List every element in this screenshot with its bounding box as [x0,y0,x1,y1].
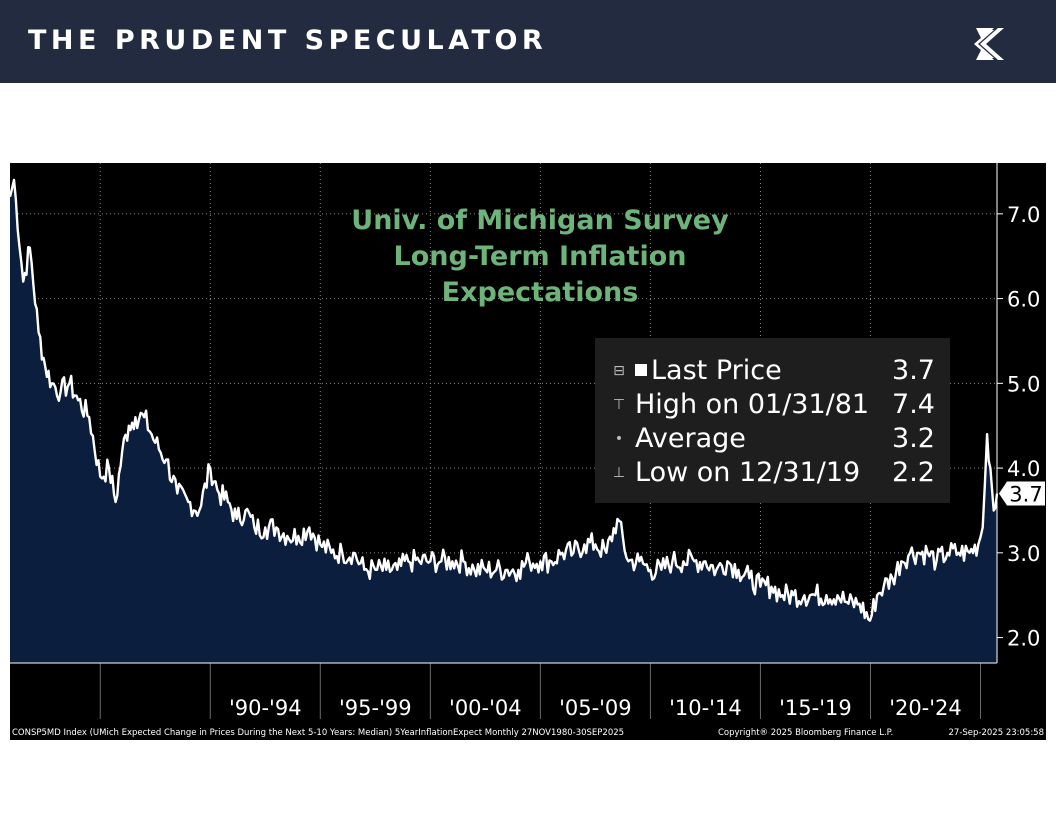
legend-item-last-price: Last Price 3.7 [635,354,935,388]
footer-index-info: CONSP5MD Index (UMich Expected Change in… [12,728,625,738]
last-value-label: 3.7 [1009,483,1042,507]
legend-value: 2.2 [892,457,935,488]
footer-copyright: Copyright® 2025 Bloomberg Finance L.P. [718,728,894,738]
kb-monogram-icon [974,28,1004,60]
legend-value: 7.4 [892,389,935,420]
legend-label: High on 01/31/81 [635,389,870,420]
legend-label: Average [635,423,746,454]
series-area [10,179,997,663]
legend-square-icon [635,364,647,376]
y-tick-label: 6.0 [1007,288,1040,312]
chart-footer: CONSP5MD Index (UMich Expected Change in… [10,726,1046,740]
x-tick-label: '90-'94 [229,696,302,720]
x-tick-label: '20-'24 [889,696,962,720]
legend-value: 3.2 [892,423,935,454]
legend-collapse-icon: ⊟ [613,363,625,379]
chart-title-line-1: Univ. of Michigan Survey [351,205,729,236]
chart-title-line-2: Long-Term Inflation [393,241,687,272]
chart-legend: ⊟ ⊤ • ⊥ Last Price 3.7 High on 01/31/81 … [595,338,950,503]
legend-label: Low on 12/31/19 [635,457,861,488]
x-tick-label: '00-'04 [449,696,522,720]
y-tick-label: 4.0 [1007,457,1040,481]
chart-axes: 7.0 6.0 5.0 4.0 3.0 2.0 '90-'94 '95-'99 '00-'04 '… [10,163,1045,720]
x-tick-label: '10-'14 [669,696,742,720]
chart-canvas: 7.0 6.0 5.0 4.0 3.0 2.0 '90-'94 '95-'99 '00-'04 '… [10,163,1045,720]
x-tick-label: '15-'19 [779,696,852,720]
y-tick-label: 3.0 [1007,542,1040,566]
chart-title-line-3: Expectations [441,277,639,308]
y-tick-label: 5.0 [1007,372,1040,396]
legend-label-text: Last Price [651,355,782,386]
series-line [10,178,999,622]
y-tick-label: 2.0 [1007,627,1040,651]
x-tick-label: '95-'99 [339,696,412,720]
legend-label: Last Price [635,354,782,388]
legend-average-marker-icon: • [614,431,624,447]
footer-timestamp: 27-Sep-2025 23:05:58 [948,728,1044,738]
legend-low-marker-icon: ⊥ [612,465,626,481]
x-tick-label: '05-'09 [559,696,632,720]
legend-item-average: Average 3.2 [635,422,935,456]
y-tick-label: 7.0 [1007,203,1040,227]
legend-item-low: Low on 12/31/19 2.2 [635,456,935,490]
legend-value: 3.7 [892,355,935,386]
last-value-tag [999,481,1045,506]
header-banner: THE PRUDENT SPECULATOR [0,0,1056,83]
legend-high-marker-icon: ⊤ [612,397,626,413]
brand-title: THE PRUDENT SPECULATOR [28,25,548,56]
chart-title: Univ. of Michigan Survey Long-Term Infla… [240,203,840,311]
chart-panel: 7.0 6.0 5.0 4.0 3.0 2.0 '90-'94 '95-'99 '00-'04 '… [10,163,1046,740]
legend-item-high: High on 01/31/81 7.4 [635,388,935,422]
